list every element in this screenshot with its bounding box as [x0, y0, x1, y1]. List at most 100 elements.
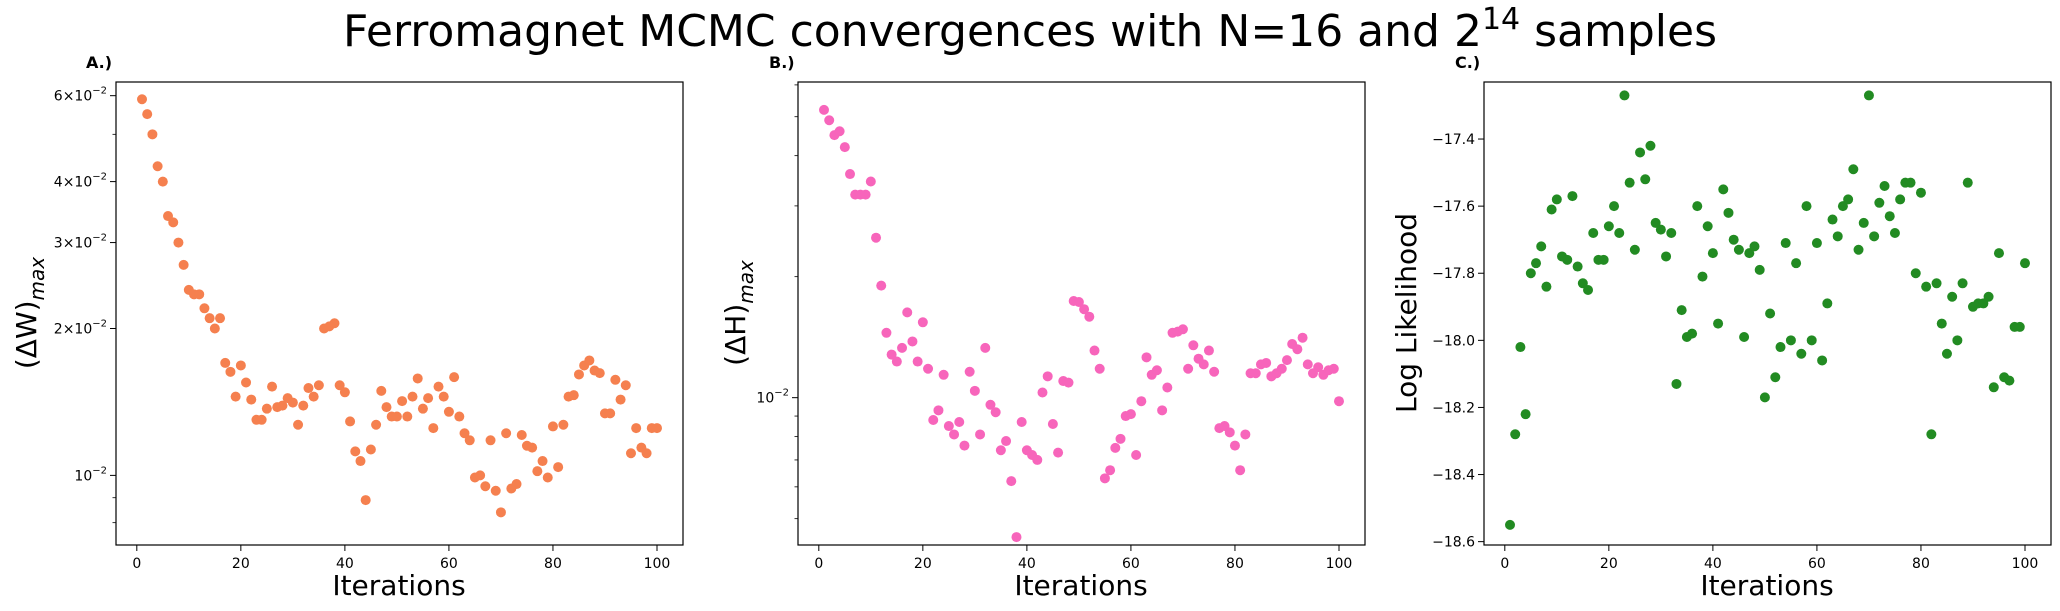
- data-point: [871, 232, 882, 243]
- x-tick-label: 20: [232, 556, 250, 572]
- data-point: [625, 448, 636, 459]
- data-point: [1863, 90, 1874, 101]
- data-point: [1224, 427, 1235, 438]
- data-point: [1848, 164, 1859, 175]
- data-point: [417, 403, 428, 414]
- x-tick-label: 40: [1704, 556, 1722, 572]
- data-point: [2004, 375, 2015, 386]
- data-point: [449, 372, 460, 383]
- data-point: [610, 374, 621, 385]
- data-point: [277, 400, 288, 411]
- data-point: [933, 405, 944, 416]
- data-point: [1692, 201, 1703, 212]
- data-point: [1063, 377, 1074, 388]
- data-point: [246, 394, 257, 405]
- data-point: [1749, 241, 1760, 252]
- data-point: [1229, 440, 1240, 451]
- data-point: [1666, 227, 1677, 238]
- data-point: [220, 357, 231, 368]
- data-point: [1209, 366, 1220, 377]
- x-axis: 0 20 40 60 80 100: [132, 545, 670, 572]
- data-point: [1817, 355, 1828, 366]
- data-point: [1707, 248, 1718, 259]
- data-point: [1832, 231, 1843, 242]
- y-axis: −18.6 −18.4 −18.2 −18.0 −17.8 −17.6 −17.4: [1432, 132, 1484, 551]
- data-point: [1931, 278, 1942, 289]
- data-point: [1198, 359, 1209, 370]
- data-point: [1094, 363, 1105, 374]
- x-axis-label: Iterations: [1014, 569, 1147, 602]
- panel-label: A.): [86, 53, 112, 72]
- data-point: [1687, 328, 1698, 339]
- data-point: [1141, 352, 1152, 363]
- data-point: [475, 470, 486, 481]
- data-point: [350, 446, 361, 457]
- data-point: [261, 403, 272, 414]
- data-point: [1671, 378, 1682, 389]
- data-point: [480, 481, 491, 492]
- x-tick-label: 20: [1600, 556, 1618, 572]
- data-point: [1983, 291, 1994, 302]
- data-point: [1962, 177, 1973, 188]
- x-axis: 0 20 40 60 80 100: [814, 545, 1352, 572]
- y-axis-label-main: Log Likelihood: [1390, 213, 1423, 413]
- x-tick-label: 80: [1912, 556, 1930, 572]
- data-point: [1759, 392, 1770, 403]
- data-point: [241, 377, 252, 388]
- data-point: [1037, 387, 1048, 398]
- data-point: [1250, 368, 1261, 379]
- data-point: [537, 456, 548, 467]
- data-point: [1053, 447, 1064, 458]
- data-point: [1936, 318, 1947, 329]
- data-point: [199, 303, 210, 314]
- data-point: [553, 462, 564, 473]
- y-axis: 10−2: [756, 84, 798, 520]
- y-tick-label: −18.0: [1432, 333, 1475, 349]
- data-point: [975, 429, 986, 440]
- data-point: [501, 428, 512, 439]
- data-point: [1105, 465, 1116, 476]
- data-point: [230, 391, 241, 402]
- data-point: [334, 380, 345, 391]
- data-point: [1177, 324, 1188, 335]
- data-point: [365, 444, 376, 455]
- data-point: [168, 217, 179, 228]
- y-tick-label: −18.6: [1432, 535, 1475, 551]
- data-point: [620, 380, 631, 391]
- x-tick-label: 20: [914, 556, 932, 572]
- data-point: [938, 369, 949, 380]
- data-point: [194, 289, 205, 300]
- data-point: [631, 423, 642, 434]
- data-point: [303, 383, 314, 394]
- data-point: [995, 445, 1006, 456]
- data-point: [2014, 321, 2025, 332]
- data-point: [1531, 258, 1542, 269]
- data-point: [1676, 305, 1687, 316]
- data-point: [985, 399, 996, 410]
- x-tick-label: 60: [1122, 556, 1140, 572]
- data-point: [1629, 244, 1640, 255]
- data-point: [1895, 194, 1906, 205]
- data-point: [1110, 442, 1121, 453]
- data-point: [1276, 363, 1287, 374]
- y-tick-label: 10−2: [74, 465, 107, 484]
- data-point: [1551, 194, 1562, 205]
- data-point: [1822, 298, 1833, 309]
- data-point: [902, 307, 913, 318]
- panel-a: A.) 0 20 40 60 80 100 10−2 2×10−2 3×10−2 4×10−2 6…: [10, 53, 684, 602]
- data-point: [542, 472, 553, 483]
- data-point: [516, 429, 527, 440]
- data-point: [490, 485, 501, 496]
- data-point: [1001, 436, 1012, 447]
- y-tick-label: −17.6: [1432, 199, 1475, 215]
- data-point: [137, 94, 148, 105]
- data-point: [1261, 357, 1272, 368]
- data-point: [1577, 278, 1588, 289]
- data-point: [1723, 207, 1734, 218]
- data-point: [1297, 332, 1308, 343]
- data-point: [954, 416, 965, 427]
- data-point: [928, 414, 939, 425]
- data-point: [1016, 416, 1027, 427]
- y-tick-label: 6×10−2: [54, 86, 107, 105]
